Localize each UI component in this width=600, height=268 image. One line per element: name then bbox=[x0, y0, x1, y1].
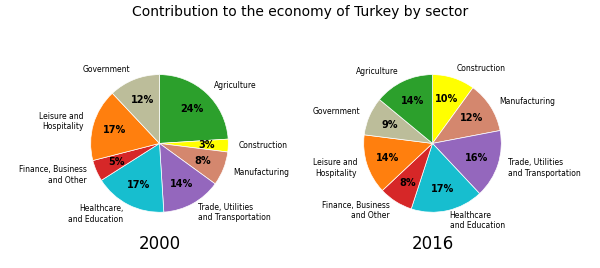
Text: 17%: 17% bbox=[431, 184, 454, 194]
Text: Trade, Utilities
and Transportation: Trade, Utilities and Transportation bbox=[197, 203, 271, 222]
Text: 17%: 17% bbox=[127, 180, 150, 190]
Wedge shape bbox=[411, 143, 479, 212]
Text: Agriculture: Agriculture bbox=[356, 67, 399, 76]
Text: Government: Government bbox=[312, 107, 360, 117]
Text: 16%: 16% bbox=[466, 153, 488, 163]
Text: Finance, Business
and Other: Finance, Business and Other bbox=[322, 200, 390, 220]
Text: Trade, Utilities
and Transportation: Trade, Utilities and Transportation bbox=[508, 158, 581, 178]
Text: Construction: Construction bbox=[457, 64, 506, 73]
Text: Contribution to the economy of Turkey by sector: Contribution to the economy of Turkey by… bbox=[132, 5, 468, 19]
Wedge shape bbox=[112, 75, 160, 143]
Text: 24%: 24% bbox=[180, 104, 203, 114]
Text: Manufacturing: Manufacturing bbox=[233, 168, 289, 177]
Wedge shape bbox=[91, 93, 160, 161]
Text: 14%: 14% bbox=[376, 153, 400, 163]
Text: Construction: Construction bbox=[239, 142, 287, 150]
Text: 14%: 14% bbox=[401, 96, 424, 106]
Text: 14%: 14% bbox=[170, 180, 194, 189]
Text: 8%: 8% bbox=[194, 156, 211, 166]
Text: Agriculture: Agriculture bbox=[214, 81, 256, 90]
Text: Healthcare
and Education: Healthcare and Education bbox=[450, 211, 505, 230]
Wedge shape bbox=[364, 99, 433, 143]
Wedge shape bbox=[382, 143, 433, 209]
Wedge shape bbox=[433, 131, 502, 193]
Text: Finance, Business
and Other: Finance, Business and Other bbox=[19, 165, 87, 185]
Text: 12%: 12% bbox=[460, 113, 484, 123]
Text: 17%: 17% bbox=[103, 125, 126, 135]
Wedge shape bbox=[93, 143, 160, 180]
Wedge shape bbox=[101, 143, 164, 212]
Text: 10%: 10% bbox=[436, 94, 458, 104]
Text: Manufacturing: Manufacturing bbox=[499, 96, 556, 106]
Text: 12%: 12% bbox=[131, 95, 154, 105]
Text: Government: Government bbox=[83, 65, 130, 74]
X-axis label: 2016: 2016 bbox=[412, 235, 454, 253]
Wedge shape bbox=[160, 143, 215, 212]
Wedge shape bbox=[379, 75, 433, 143]
X-axis label: 2000: 2000 bbox=[139, 235, 181, 253]
Text: Healthcare,
and Education: Healthcare, and Education bbox=[68, 204, 124, 224]
Wedge shape bbox=[433, 88, 500, 143]
Wedge shape bbox=[160, 75, 228, 143]
Text: 5%: 5% bbox=[108, 157, 125, 167]
Wedge shape bbox=[160, 139, 228, 152]
Text: 3%: 3% bbox=[198, 140, 215, 150]
Wedge shape bbox=[433, 75, 473, 143]
Text: Leisure and
Hospitality: Leisure and Hospitality bbox=[39, 112, 83, 131]
Wedge shape bbox=[364, 135, 433, 191]
Text: 8%: 8% bbox=[399, 178, 416, 188]
Text: Leisure and
Hospitality: Leisure and Hospitality bbox=[313, 158, 357, 178]
Text: 9%: 9% bbox=[381, 120, 398, 130]
Wedge shape bbox=[160, 143, 228, 184]
